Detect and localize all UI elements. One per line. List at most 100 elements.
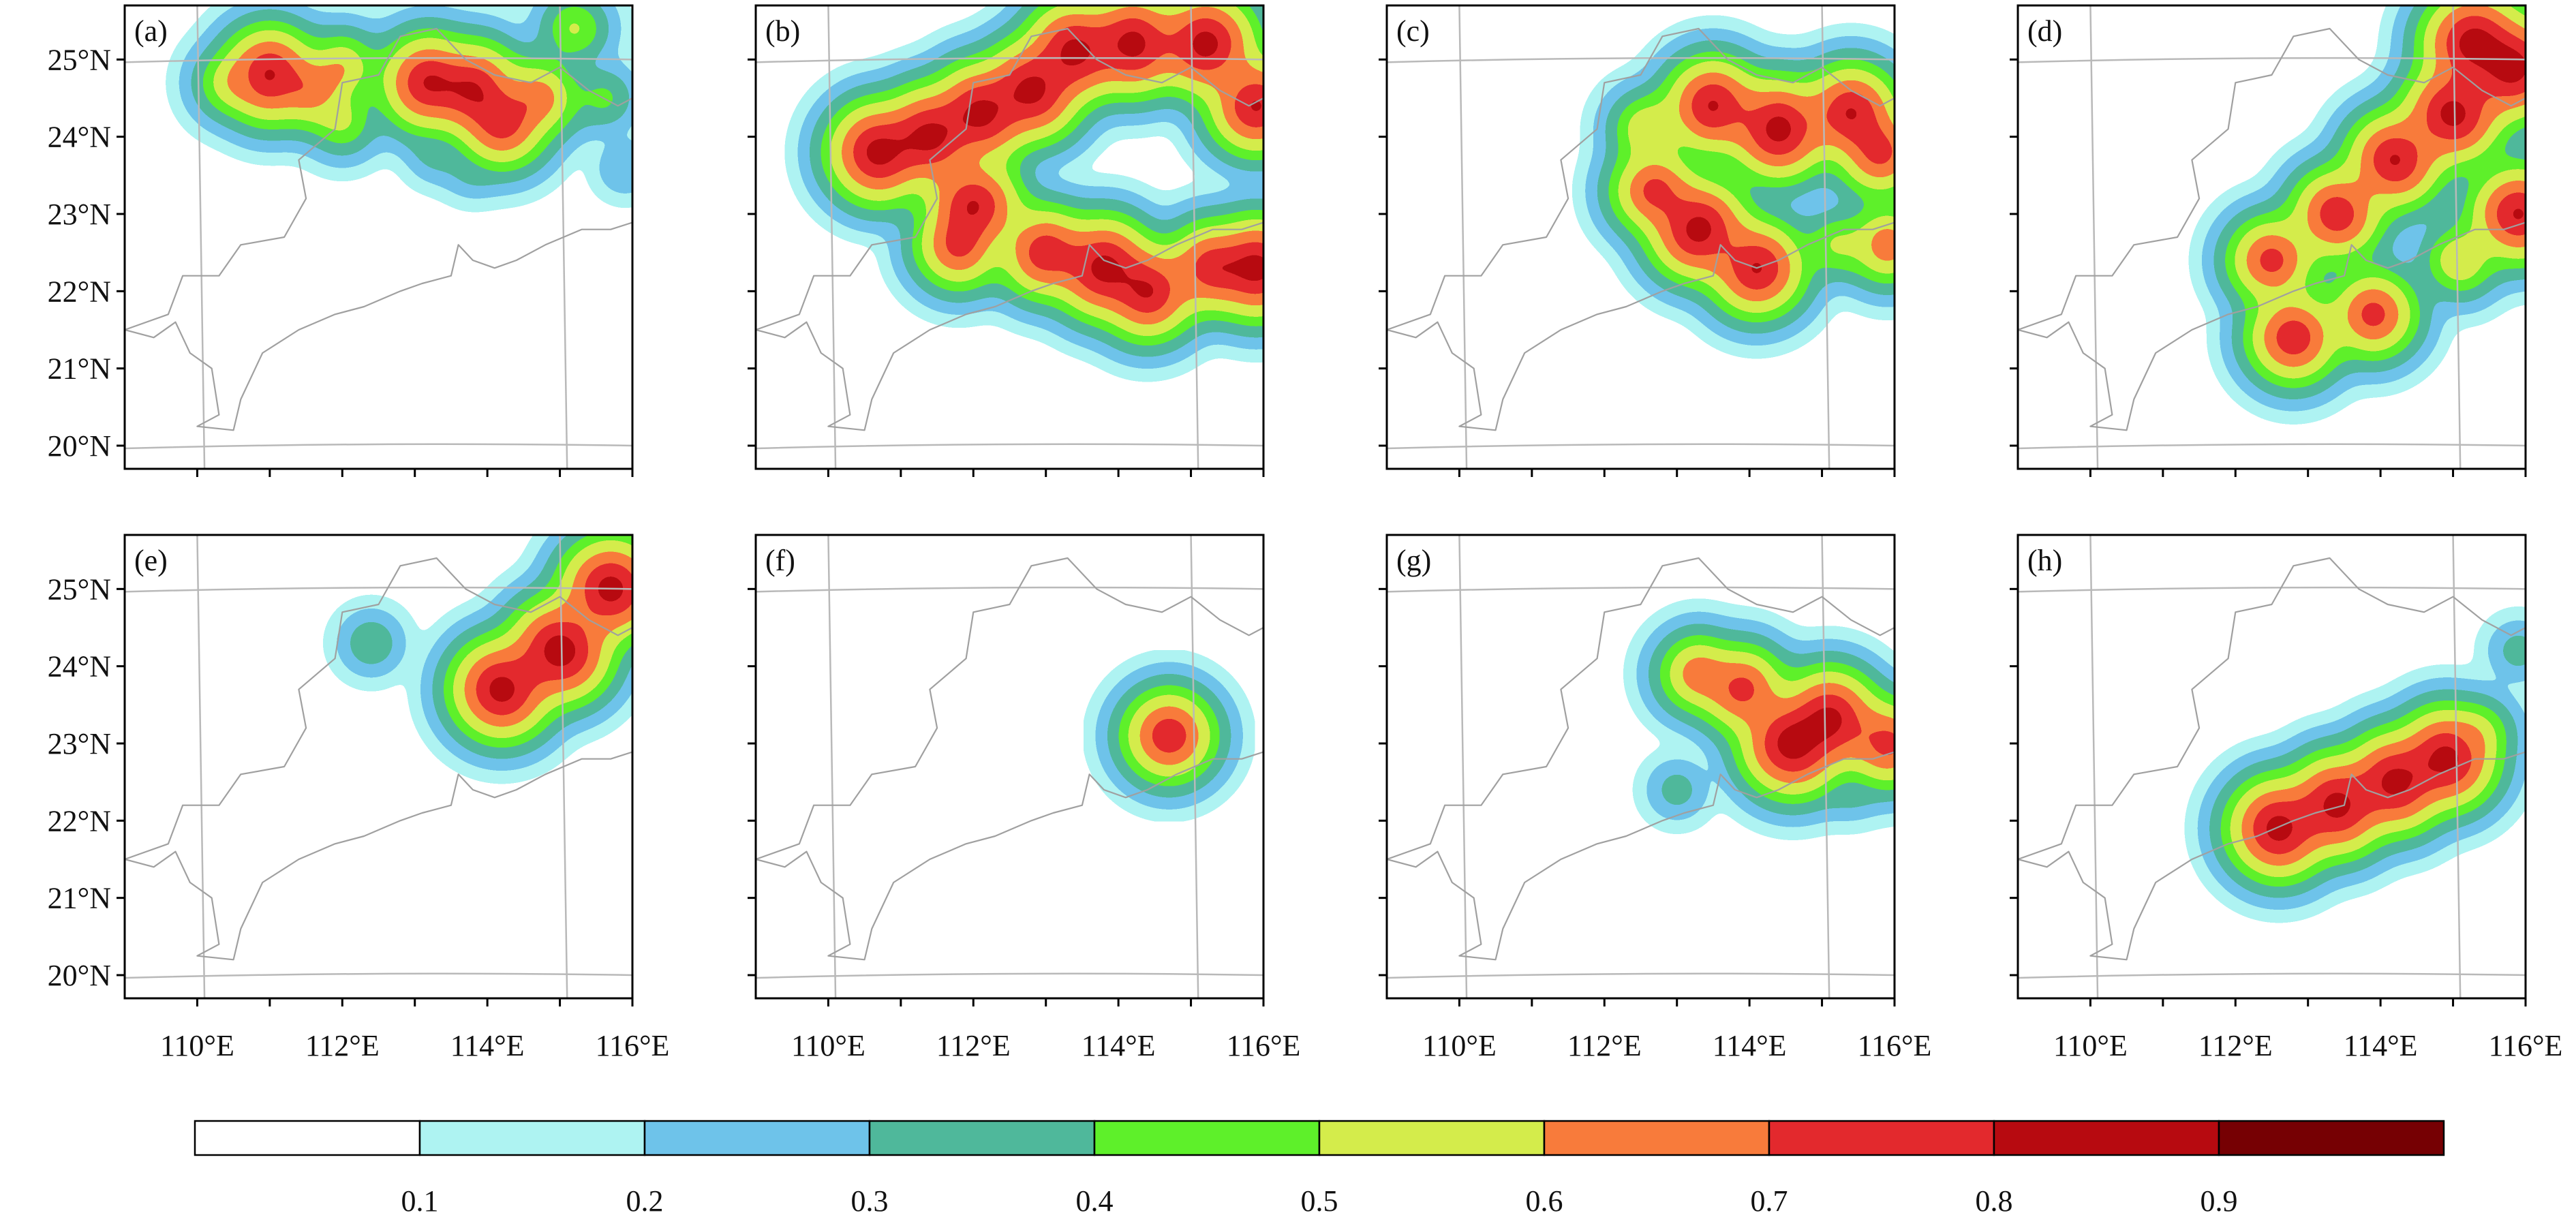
- parallel-line: [125, 443, 632, 450]
- probability-blob: [1132, 276, 1163, 307]
- colorbar-segment: [1318, 1120, 1546, 1156]
- parallel-line: [756, 443, 1263, 450]
- parallel-line: [756, 57, 1263, 63]
- colorbar-tick-label: 0.2: [626, 1184, 664, 1215]
- probability-blob: [327, 52, 358, 82]
- probability-blob: [1698, 91, 1728, 121]
- lon-tick-label: 114°E: [1713, 1029, 1787, 1062]
- lat-tick-label: 23°N: [48, 727, 111, 760]
- probability-blob: [1836, 775, 1867, 805]
- probability-blob: [1821, 230, 1852, 260]
- meridian-line: [2089, 5, 2099, 469]
- probability-blob: [1661, 775, 1692, 805]
- probability-blob: [2274, 318, 2312, 356]
- probability-blob: [1872, 230, 1895, 260]
- probability-blob: [1241, 91, 1263, 121]
- colorbar-segment: [1093, 1120, 1321, 1156]
- lon-tick-label: 114°E: [1082, 1029, 1156, 1062]
- probability-blob: [860, 133, 898, 171]
- probability-blob: [2318, 786, 2356, 825]
- coastline: [1387, 751, 1895, 961]
- lon-tick-label: 116°E: [596, 1029, 670, 1062]
- panel-frame: [1385, 534, 1896, 1000]
- map-panel-e: (e) 25°N 24°N 23°N 22°N 21°N 20°N 110°E 112°E 114…: [48, 534, 670, 1062]
- probability-blob: [606, 149, 632, 187]
- map-panel-b: (b): [748, 4, 1265, 477]
- lon-tick-label: 116°E: [2489, 1029, 2563, 1062]
- probability-blob: [1640, 176, 1670, 206]
- colorbar-segment: [1993, 1120, 2220, 1156]
- probability-blob: [2380, 144, 2410, 175]
- coastline: [125, 221, 632, 431]
- probability-blob: [958, 191, 989, 221]
- panel-frame: [754, 4, 1265, 470]
- province-boundary: [2018, 27, 2526, 331]
- colorbar-segment: [418, 1120, 646, 1156]
- colorbar-tick-label: 0.9: [2201, 1184, 2238, 1215]
- meridian-line: [1458, 5, 1468, 469]
- parallel-line: [125, 586, 632, 593]
- lat-tick-label: 21°N: [48, 882, 111, 915]
- probability-blob: [1186, 25, 1225, 63]
- probability-blob: [1056, 33, 1094, 71]
- probability-blob: [2358, 299, 2389, 330]
- probability-blob: [559, 14, 589, 44]
- panel-label: (f): [765, 544, 795, 577]
- probability-blob: [1683, 659, 1714, 689]
- probability-blob: [2503, 199, 2526, 229]
- colorbar-segment: [643, 1120, 871, 1156]
- lon-tick-label: 116°E: [1227, 1029, 1301, 1062]
- parallel-line: [1387, 57, 1895, 63]
- probability-blob: [1680, 211, 1718, 249]
- probability-band-a-9: [254, 60, 488, 106]
- map-panel-f: (f) 110°E 112°E 114°E 116°E: [748, 534, 1301, 1062]
- probability-blob: [1012, 72, 1050, 110]
- lat-tick-label: 24°N: [48, 650, 111, 683]
- colorbar: 0.1 0.2 0.3 0.4 0.5 0.6 0.7 0.8 0.9: [194, 1120, 2445, 1215]
- colorbar-segment: [868, 1120, 1096, 1156]
- lat-tick-label: 22°N: [48, 275, 111, 308]
- probability-blob: [2256, 245, 2287, 275]
- probability-blob: [1150, 717, 1189, 755]
- coastline: [756, 221, 1263, 431]
- map-panel-c: (c): [1379, 4, 1896, 477]
- meridian-line: [1458, 535, 1468, 998]
- map-panel-a: (a) 25°N 24°N 23°N 22°N 21°N 20°N: [48, 4, 634, 477]
- coastline: [1387, 221, 1895, 431]
- meridian-line: [827, 535, 837, 998]
- parallel-line: [125, 972, 632, 979]
- probability-blob: [1872, 728, 1895, 758]
- probability-blob: [1810, 701, 1848, 739]
- probability-band-f-8: [1150, 717, 1189, 755]
- probability-blob: [2445, 245, 2476, 275]
- panel-frame: [123, 4, 634, 470]
- probability-blob: [1237, 249, 1263, 287]
- colorbar-tick-label: 0.5: [1301, 1184, 1338, 1215]
- probability-blob: [1760, 110, 1798, 148]
- province-boundary: [1387, 27, 1895, 331]
- probability-blob: [1772, 722, 1814, 765]
- coastline: [125, 751, 632, 961]
- lon-tick-label: 112°E: [1567, 1029, 1642, 1062]
- panel-label: (c): [1396, 14, 1430, 48]
- panels-layer: (a) 25°N 24°N 23°N 22°N 21°N 20°N (b) (c) (d) (e) 2…: [48, 4, 2563, 1062]
- lon-tick-label: 110°E: [160, 1029, 234, 1062]
- lon-tick-label: 110°E: [2053, 1029, 2128, 1062]
- panel-label: (h): [2027, 544, 2062, 577]
- probability-band-g-9: [1772, 701, 1848, 765]
- lat-tick-label: 21°N: [48, 352, 111, 386]
- colorbar-segment: [1768, 1120, 1995, 1156]
- lat-tick-label: 20°N: [48, 429, 111, 463]
- parallel-line: [2018, 586, 2526, 593]
- parallel-line: [2018, 57, 2526, 63]
- parallel-line: [2018, 972, 2526, 979]
- probability-blob: [944, 230, 974, 260]
- probability-blob: [1633, 114, 1663, 144]
- panel-frame: [2017, 534, 2527, 1000]
- meridian-line: [2089, 535, 2099, 998]
- province-boundary: [125, 27, 632, 331]
- panel-frame: [1385, 4, 1896, 470]
- probability-blob: [2453, 22, 2496, 65]
- colorbar-segment: [2218, 1120, 2445, 1156]
- lat-tick-label: 24°N: [48, 121, 111, 154]
